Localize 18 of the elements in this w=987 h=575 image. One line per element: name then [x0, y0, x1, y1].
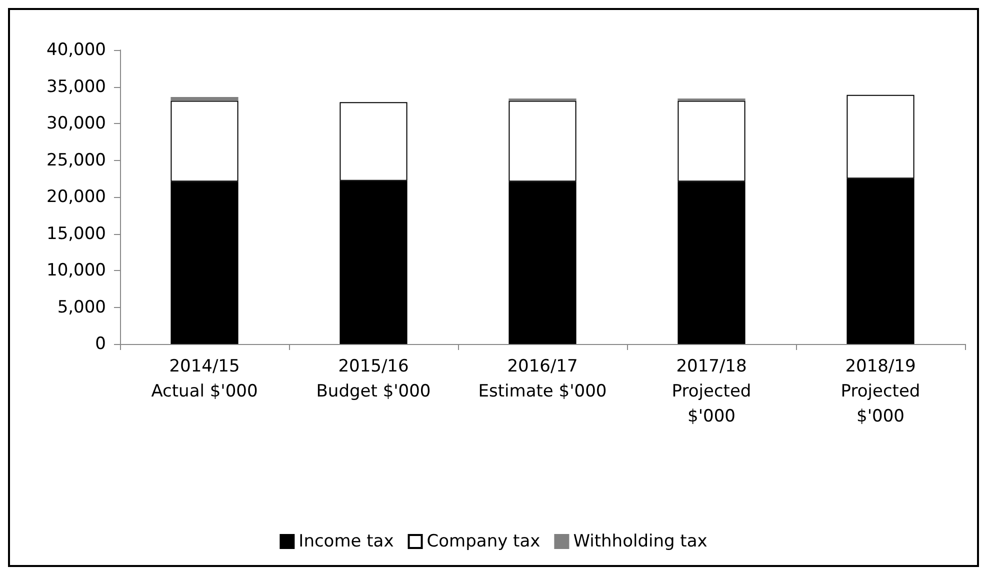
y-tick-label: 25,000 [46, 150, 106, 170]
y-tick-label: 40,000 [46, 40, 106, 60]
y-tick-label: 35,000 [46, 76, 106, 97]
y-tick-label: 15,000 [46, 224, 106, 244]
x-tick-label: 2017/18 Projected $'000 [672, 356, 752, 426]
y-tick-label: 10,000 [46, 260, 106, 280]
legend-label: Company tax [426, 532, 540, 552]
x-tick-label: 2016/17 Estimate $'000 [478, 356, 607, 402]
x-tick-label: 2018/19 Projected $'000 [840, 356, 920, 426]
y-tick-label: 20,000 [46, 187, 106, 207]
x-tick-label: 2015/16 Budget $'000 [316, 356, 431, 402]
x-tick-label: 2014/15 Actual $'000 [151, 356, 258, 402]
legend-label: Withholding tax [573, 532, 708, 552]
y-tick-label: 0 [95, 334, 106, 354]
y-tick-label: 30,000 [46, 114, 106, 134]
y-tick-label: 5,000 [57, 297, 106, 318]
legend-label: Income tax [298, 532, 394, 552]
bar [170, 97, 238, 101]
